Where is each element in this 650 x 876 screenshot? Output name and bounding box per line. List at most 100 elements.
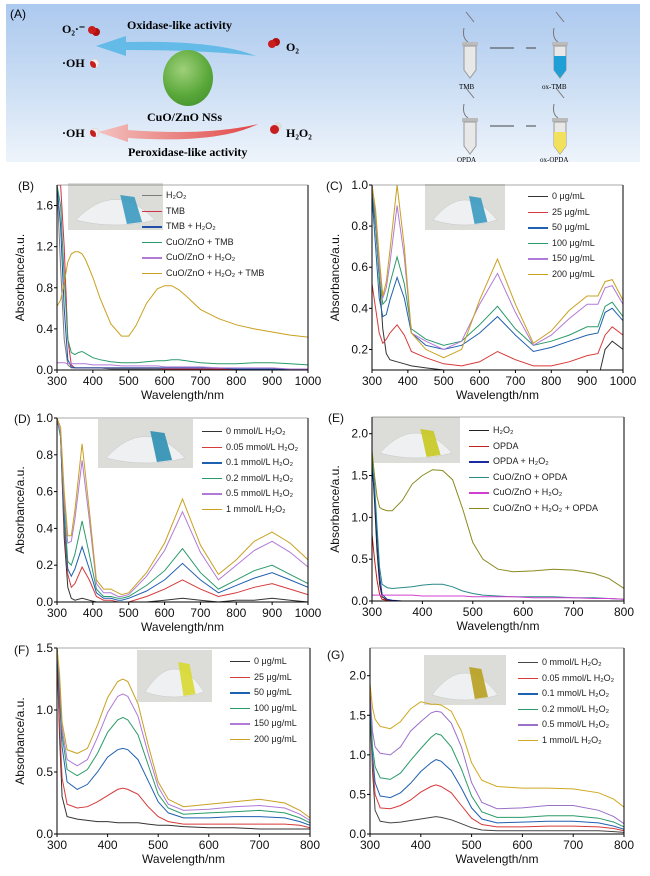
legend-d: 0 mmol/L H₂O₂ 0.05 mmol/L H₂O₂ 0.1 mmol/L … (202, 424, 298, 518)
legend-entry: 0 mmol/L H₂O₂ (202, 424, 298, 440)
legend-e: H₂O₂ OPDA OPDA + H₂O₂ CuO/ZnO + OPDA CuO/ZnO… (469, 423, 598, 517)
x-axis-label: Wavelength/nm (141, 388, 224, 402)
legend-swatch (230, 676, 250, 679)
x-tick-label: 300 (360, 838, 380, 852)
legend-label: 25 μg/mL (254, 671, 292, 682)
legend-entry: 200 μg/mL (230, 732, 297, 748)
legend-swatch (202, 509, 222, 511)
x-tick-label: 400 (98, 838, 118, 852)
legend-entry: 100 μg/mL (230, 701, 297, 717)
legend-swatch (469, 430, 489, 432)
x-tick-label: 700 (505, 374, 525, 388)
legend-entry: OPDA + H₂O₂ (469, 454, 598, 470)
legend-entry: H₂O₂ (469, 423, 598, 439)
x-tick-label: 600 (512, 838, 532, 852)
y-tick-label: 0.6 (36, 485, 53, 499)
series-line-f-5 (57, 648, 310, 819)
legend-label: 0.5 mmol/L H₂O₂ (542, 719, 610, 730)
ox-opda-tube-icon (552, 87, 568, 155)
legend-label: OPDA + H₂O₂ (493, 456, 549, 467)
legend-swatch (528, 258, 548, 260)
legend-entry: 25 μg/mL (230, 670, 297, 686)
legend-label: 200 μg/mL (552, 268, 595, 279)
nanosphere-icon (163, 50, 213, 106)
series-line-e-4 (372, 594, 624, 600)
series-line-g-1 (370, 699, 624, 832)
x-tick-label: 500 (463, 605, 483, 619)
series-line-c-1 (372, 283, 623, 367)
oxidase-label: Oxidase-like activity (127, 18, 232, 32)
legend-swatch (528, 274, 548, 276)
x-tick-label: 400 (83, 606, 103, 620)
legend-swatch (518, 724, 538, 726)
hydroxyl-molecule-icon (90, 59, 99, 68)
x-tick-label: 400 (398, 374, 418, 388)
ox-tmb-label: ox-TMB (542, 83, 567, 91)
y-tick-label: 1.5 (349, 708, 366, 722)
mechanism-schematic: (A) O₂·⁻ ·OH Oxidase-like activity O₂ Cu… (6, 4, 640, 164)
legend-entry: H₂O₂ (142, 188, 264, 204)
panel-label: (B) (18, 179, 34, 193)
series-line-d-4 (57, 418, 308, 597)
y-tick-label: 0.2 (351, 342, 368, 356)
series-line-f-0 (57, 648, 310, 830)
legend-label: H₂O₂ (493, 425, 514, 435)
ox-tmb-tube-icon (552, 11, 568, 79)
oxygen-label: O₂ (286, 40, 299, 54)
legend-entry: 0 mmol/L H₂O₂ (518, 655, 614, 671)
photo-inset (137, 650, 212, 702)
legend-entry: 0.5 mmol/L H₂O₂ (518, 717, 614, 733)
legend-swatch (469, 476, 489, 479)
legend-label: 0.5 mmol/L H₂O₂ (226, 488, 294, 499)
legend-entry: 0.1 mmol/L H₂O₂ (202, 455, 298, 471)
peroxide-label: H₂O₂ (286, 126, 312, 140)
y-tick-label: 1.0 (36, 411, 53, 425)
hydroxyl-label-bottom: ·OH (62, 126, 85, 140)
x-tick-label: 600 (513, 605, 533, 619)
legend-label: 0.05 mmol/L H₂O₂ (226, 441, 299, 452)
legend-swatch (469, 508, 489, 510)
panel-label: (C) (326, 179, 343, 193)
series-line-e-3 (372, 458, 624, 600)
y-tick-label: 1.0 (351, 178, 368, 192)
y-tick-label: 0.4 (36, 322, 53, 336)
series-line-b-4 (57, 362, 308, 370)
y-tick-label: 0.8 (351, 219, 368, 233)
x-tick-label: 400 (411, 838, 431, 852)
series-line-c-5 (372, 185, 623, 359)
catalyst-label: CuO/ZnO NSs (147, 110, 223, 124)
y-tick-label: 0.8 (36, 281, 53, 295)
y-tick-label: 0.0 (349, 827, 366, 841)
x-tick-label: 500 (119, 606, 139, 620)
legend-label: 0.1 mmol/L H₂O₂ (542, 688, 610, 699)
legend-entry: 200 μg/mL (528, 267, 595, 283)
legend-swatch (142, 257, 162, 259)
legend-entry: 0.2 mmol/L H₂O₂ (518, 702, 614, 718)
legend-entry: 0.2 mmol/L H₂O₂ (202, 471, 298, 487)
legend-b: H₂O₂ TMB TMB + H₂O₂ CuO/ZnO + TMB CuO/ZnO + … (142, 188, 264, 282)
x-tick-label: 600 (470, 374, 490, 388)
legend-label: 1 mmol/L H₂O₂ (542, 734, 602, 745)
legend-c: 0 μg/mL 25 μg/mL 50 μg/mL 100 μg/mL 150 μg/m… (528, 189, 595, 283)
legend-label: 50 μg/mL (552, 222, 590, 233)
y-tick-label: 1.0 (349, 748, 366, 762)
legend-label: 0 mmol/L H₂O₂ (226, 426, 286, 436)
legend-entry: 0 μg/mL (230, 654, 297, 670)
legend-swatch (202, 462, 222, 464)
y-tick-label: 0.2 (36, 558, 53, 572)
peroxidase-arrow (98, 124, 258, 142)
y-tick-label: 1.2 (36, 240, 53, 254)
chart-panel-c: 300 400 500 600 700 800 900 1000 0.2 0.4 0.6 0.8 1.0… (326, 178, 637, 402)
legend-swatch (518, 708, 538, 711)
legend-swatch (518, 693, 538, 695)
x-tick-label: 700 (564, 605, 584, 619)
opda-label: OPDA (457, 156, 477, 164)
chart-panel-g: 300 400 500 600 700 800 0.0 0.5 1.0 1.5 2.0 Wavelen… (327, 647, 634, 866)
legend-entry: 0 μg/mL (528, 189, 595, 205)
y-tick-label: 1.0 (36, 703, 53, 717)
legend-swatch (142, 241, 162, 244)
legend-entry: CuO/ZnO + H₂O₂ + OPDA (469, 501, 598, 517)
y-tick-label: 0.0 (36, 595, 53, 609)
legend-entry: CuO/ZnO + TMB (142, 235, 264, 251)
legend-label: 0 μg/mL (254, 656, 287, 666)
